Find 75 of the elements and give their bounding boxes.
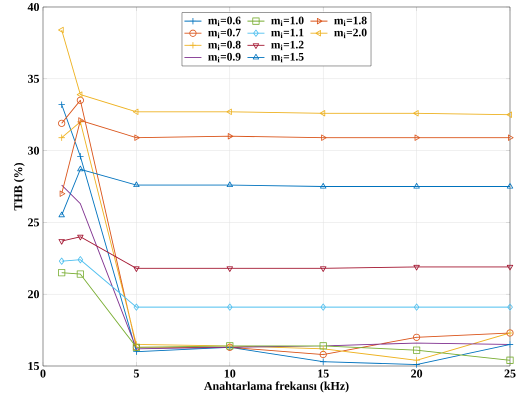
point (77, 166, 84, 172)
point (506, 182, 514, 188)
point (413, 110, 419, 116)
x-tick-label: 20 (411, 370, 422, 378)
point (132, 348, 140, 356)
point (413, 334, 420, 341)
point (414, 134, 420, 141)
x-tick-label: 10 (224, 370, 236, 378)
point (77, 234, 84, 240)
point (226, 266, 233, 272)
point (508, 134, 514, 141)
point (58, 258, 64, 265)
legend-label: m$_{i}$=0.7 (208, 28, 241, 38)
y-tick-label: 40 (28, 2, 40, 12)
y-tick-label: 20 (28, 290, 40, 298)
point (58, 239, 65, 245)
point (506, 264, 514, 270)
point (76, 270, 84, 278)
point (413, 182, 420, 188)
point (76, 152, 84, 160)
point (133, 266, 140, 272)
point (134, 304, 140, 311)
y-tick-label: 35 (28, 74, 40, 83)
y-axis-title: THB (%) (14, 162, 25, 210)
point (320, 304, 326, 311)
point (132, 108, 138, 115)
x-tick-label: 15 (318, 370, 329, 378)
point (60, 190, 66, 197)
legend-label: m$_{i}$=2.0 (334, 28, 367, 38)
legend-label: m$_{i}$=0.8 (208, 40, 241, 50)
point (58, 269, 66, 276)
legend-label: m$_{i}$=1.2 (271, 40, 304, 50)
point (506, 340, 514, 348)
x-tick-label: 25 (504, 370, 516, 378)
point (134, 134, 140, 141)
point (413, 264, 420, 270)
y-tick-label: 30 (28, 146, 40, 155)
point (320, 342, 327, 350)
point (58, 212, 65, 218)
point (76, 91, 82, 98)
legend-label: m$_{i}$=0.9 (208, 52, 241, 62)
point (320, 350, 327, 358)
point (320, 182, 326, 188)
point (133, 181, 140, 188)
point (78, 256, 84, 264)
legend-label: m$_{i}$=1.1 (271, 28, 304, 38)
legend-label: m$_{i}$=1.5 (271, 52, 304, 62)
point (58, 120, 66, 127)
legend-label: m$_{i}$=1.8 (334, 16, 367, 26)
point (228, 133, 234, 140)
point (58, 101, 66, 108)
point (58, 26, 64, 34)
point (226, 181, 233, 188)
y-tick-label: 15 (28, 362, 40, 370)
point (413, 356, 420, 364)
point (507, 304, 513, 311)
point (320, 266, 326, 272)
x-tick-label: 5 (134, 370, 139, 378)
point (320, 358, 327, 366)
point (227, 304, 233, 311)
point (506, 356, 514, 364)
point (76, 96, 84, 104)
point (506, 112, 512, 118)
point (226, 108, 232, 115)
point (413, 360, 420, 368)
point (414, 304, 420, 311)
point (320, 110, 326, 116)
legend-label: m$_{i}$=0.6 (208, 16, 241, 26)
point (413, 346, 420, 354)
y-tick-label: 25 (28, 218, 40, 226)
point (321, 134, 327, 141)
legend-label: m$_{i}$=1.0 (271, 16, 304, 26)
point (58, 134, 66, 142)
x-tick-label: 0 (40, 370, 46, 378)
x-axis-title: Anahtarlama frekansı (kHz) (204, 381, 349, 392)
